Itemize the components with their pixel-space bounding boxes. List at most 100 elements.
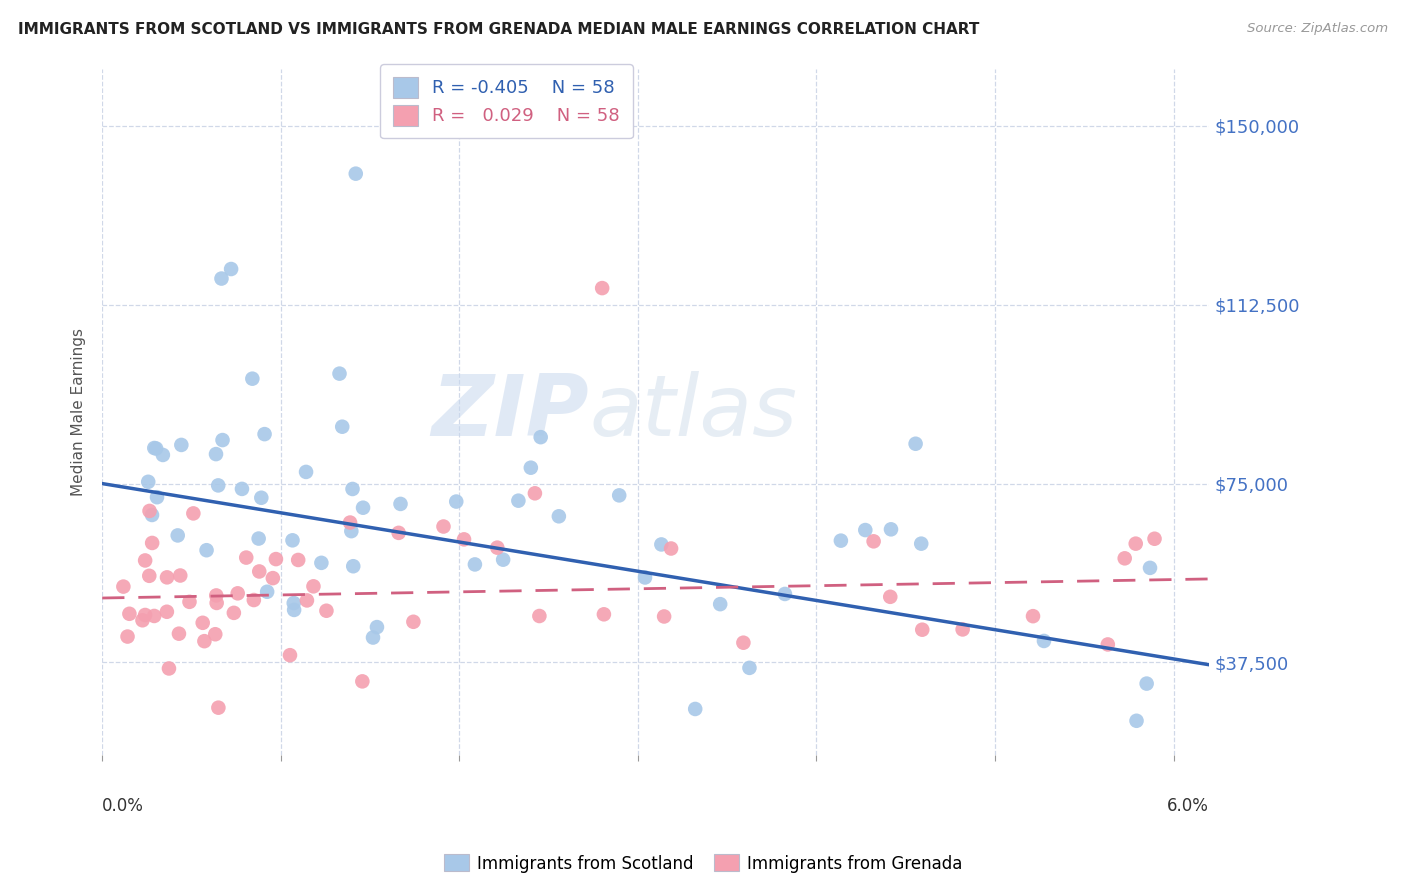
- Point: [659, 541, 682, 556]
- Point: [315, 604, 337, 618]
- Point: [112, 580, 135, 594]
- Point: [262, 571, 284, 585]
- Point: [1022, 609, 1045, 624]
- Point: [167, 626, 190, 640]
- Point: [240, 372, 263, 386]
- Point: [634, 570, 657, 584]
- Point: [205, 447, 228, 461]
- Point: [352, 500, 374, 515]
- Point: [146, 490, 169, 504]
- Legend: Immigrants from Scotland, Immigrants from Grenada: Immigrants from Scotland, Immigrants fro…: [437, 847, 969, 880]
- Point: [529, 609, 551, 624]
- Point: [157, 661, 180, 675]
- Point: [283, 596, 305, 610]
- Point: [250, 491, 273, 505]
- Point: [156, 570, 179, 584]
- Point: [853, 523, 876, 537]
- Point: [118, 607, 141, 621]
- Point: [211, 433, 233, 447]
- Point: [650, 537, 672, 551]
- Point: [432, 519, 454, 533]
- Point: [205, 596, 228, 610]
- Point: [117, 630, 139, 644]
- Point: [342, 559, 364, 574]
- Point: [880, 522, 903, 536]
- Point: [328, 367, 350, 381]
- Point: [207, 478, 229, 492]
- Point: [143, 609, 166, 624]
- Point: [361, 631, 384, 645]
- Text: ZIP: ZIP: [432, 370, 589, 453]
- Point: [530, 430, 553, 444]
- Point: [204, 627, 226, 641]
- Point: [141, 508, 163, 522]
- Point: [523, 486, 546, 500]
- Point: [136, 475, 159, 489]
- Point: [195, 543, 218, 558]
- Point: [131, 613, 153, 627]
- Point: [388, 525, 411, 540]
- Point: [344, 167, 367, 181]
- Text: atlas: atlas: [589, 370, 797, 453]
- Text: 0.0%: 0.0%: [103, 797, 143, 814]
- Point: [508, 493, 530, 508]
- Point: [235, 550, 257, 565]
- Point: [1032, 634, 1054, 648]
- Point: [166, 528, 188, 542]
- Point: [486, 541, 509, 555]
- Point: [1125, 536, 1147, 550]
- Point: [205, 589, 228, 603]
- Point: [342, 482, 364, 496]
- Point: [226, 586, 249, 600]
- Point: [256, 584, 278, 599]
- Point: [179, 595, 201, 609]
- Point: [339, 516, 361, 530]
- Point: [302, 579, 325, 593]
- Point: [1143, 532, 1166, 546]
- Point: [207, 700, 229, 714]
- Point: [862, 534, 884, 549]
- Point: [264, 552, 287, 566]
- Point: [591, 281, 613, 295]
- Point: [389, 497, 412, 511]
- Point: [1136, 676, 1159, 690]
- Point: [143, 441, 166, 455]
- Point: [492, 552, 515, 566]
- Point: [547, 509, 569, 524]
- Point: [910, 536, 932, 550]
- Point: [904, 436, 927, 450]
- Point: [593, 607, 616, 622]
- Point: [652, 609, 675, 624]
- Text: 6.0%: 6.0%: [1167, 797, 1209, 814]
- Point: [287, 553, 309, 567]
- Y-axis label: Median Male Earnings: Median Male Earnings: [72, 328, 86, 496]
- Point: [141, 536, 163, 550]
- Point: [330, 419, 353, 434]
- Point: [183, 507, 205, 521]
- Point: [773, 587, 796, 601]
- Point: [733, 636, 755, 650]
- Point: [138, 569, 160, 583]
- Point: [1097, 637, 1119, 651]
- Point: [683, 702, 706, 716]
- Point: [247, 532, 270, 546]
- Legend: R = -0.405    N = 58, R =   0.029    N = 58: R = -0.405 N = 58, R = 0.029 N = 58: [380, 64, 633, 138]
- Point: [134, 607, 156, 622]
- Point: [191, 615, 214, 630]
- Point: [281, 533, 304, 548]
- Point: [156, 605, 179, 619]
- Point: [911, 623, 934, 637]
- Point: [1125, 714, 1147, 728]
- Point: [152, 448, 174, 462]
- Text: IMMIGRANTS FROM SCOTLAND VS IMMIGRANTS FROM GRENADA MEDIAN MALE EARNINGS CORRELA: IMMIGRANTS FROM SCOTLAND VS IMMIGRANTS F…: [18, 22, 980, 37]
- Point: [311, 556, 333, 570]
- Point: [295, 465, 318, 479]
- Point: [169, 568, 191, 582]
- Point: [738, 661, 761, 675]
- Point: [952, 623, 974, 637]
- Point: [283, 603, 305, 617]
- Point: [222, 606, 245, 620]
- Point: [170, 438, 193, 452]
- Point: [352, 674, 374, 689]
- Point: [402, 615, 425, 629]
